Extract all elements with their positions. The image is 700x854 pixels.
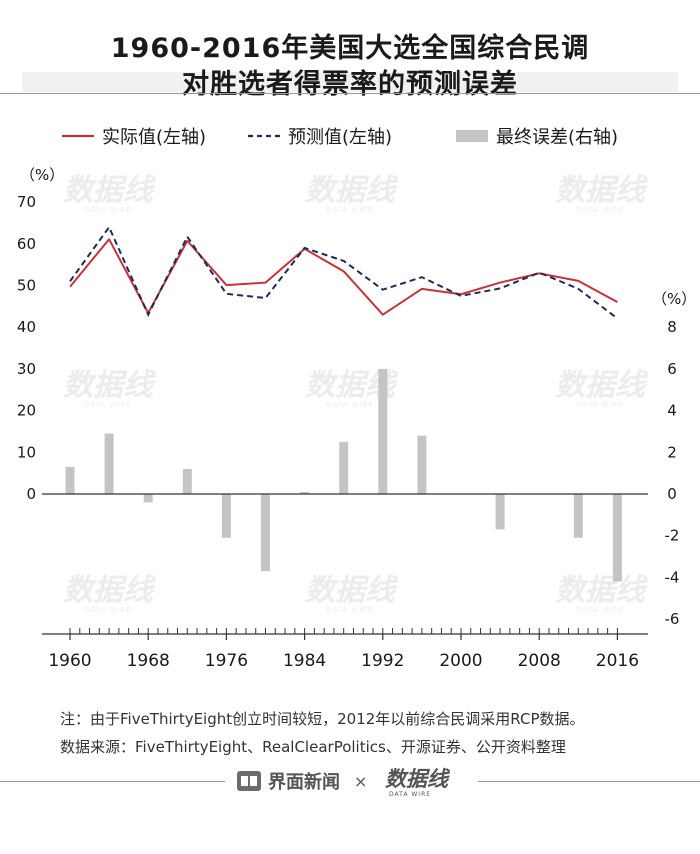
chart-title-line-1: 1960-2016年美国大选全国综合民调: [110, 33, 590, 64]
right-tick-label: -2: [665, 527, 680, 545]
error-bar-1980: [261, 494, 270, 572]
error-bar-1984: [300, 491, 310, 494]
error-bar-1968: [143, 494, 153, 503]
error-bars: [65, 368, 622, 582]
error-bar-1960: [65, 466, 75, 494]
brand-name: 界面新闻: [268, 772, 340, 793]
error-bar-1976: [221, 494, 231, 538]
footer-brand: 界面新闻 × 数据线 DATA WIRE: [236, 766, 463, 798]
right-tick-label: 6: [667, 360, 677, 378]
right-tick-label: 4: [667, 402, 677, 420]
right-tick-label: -6: [665, 610, 680, 628]
svg-text:数据线: 数据线: [385, 766, 451, 791]
legend-label-forecast: 预测值(左轴): [288, 127, 393, 148]
left-tick-label: 60: [17, 235, 36, 253]
error-bar-1988: [339, 441, 349, 494]
data-wire-logo: 数据线 DATA WIRE: [385, 766, 451, 798]
legend-item-forecast: 预测值(左轴): [248, 124, 392, 148]
right-tick-label: 2: [667, 443, 677, 461]
x-tick-label: 2008: [518, 651, 561, 671]
error-bar-1996: [417, 435, 427, 494]
footer-divider-right: [478, 781, 700, 782]
watermark: 数据线: [305, 173, 399, 208]
watermark-sub: DATA WIRE: [326, 206, 374, 214]
watermark-sub: DATA WIRE: [326, 401, 374, 409]
legend-label-error: 最终误差(右轴): [496, 127, 619, 148]
left-tick-label: 10: [17, 443, 36, 461]
right-tick-label: 8: [667, 318, 677, 336]
right-tick-label: 0: [667, 485, 677, 503]
x-tick-label: 1984: [283, 651, 326, 671]
watermark: 数据线: [305, 573, 399, 608]
chart-title-line-2: 对胜选者得票率的预测误差: [182, 69, 518, 100]
watermark-sub: DATA WIRE: [576, 206, 624, 214]
error-bar-1972: [182, 468, 192, 494]
x-tick-label: 1992: [361, 651, 404, 671]
watermark: 数据线: [555, 368, 649, 403]
error-bar-2012: [573, 494, 583, 538]
watermark-sub: DATA WIRE: [84, 606, 132, 614]
actual-line: [69, 238, 618, 316]
tick-labels: （%） 0 10 20 30 40 50 60 70 （%） -6 -4 -2 0 2 4 6 8 1960 1968…: [17, 166, 696, 671]
title-highlight-band: [22, 72, 678, 92]
left-tick-label: 20: [17, 402, 36, 420]
title-divider: [0, 93, 700, 94]
watermark: 数据线: [63, 173, 157, 208]
x-tick-label: 1976: [205, 651, 248, 671]
error-bar-2016: [612, 494, 622, 582]
watermark-sub: DATA WIRE: [576, 606, 624, 614]
legend-label-actual: 实际值(左轴): [102, 127, 207, 148]
newspaper-icon: [237, 771, 261, 791]
error-bar-2004: [495, 494, 505, 530]
legend-swatch-forecast: [248, 134, 280, 138]
legend-swatch-error: [456, 130, 488, 142]
error-bar-1992: [378, 368, 388, 494]
x-tick-label: 2000: [439, 651, 482, 671]
x-tick-label: 1968: [127, 651, 170, 671]
watermark-sub: DATA WIRE: [84, 401, 132, 409]
watermark: 数据线: [555, 573, 649, 608]
watermark: 数据线: [63, 368, 157, 403]
x-tick-label: 1960: [48, 651, 91, 671]
error-bar-1964: [104, 433, 114, 494]
x-tick-label: 2016: [596, 651, 639, 671]
watermark-sub: DATA WIRE: [326, 606, 374, 614]
watermark: 数据线: [555, 173, 649, 208]
svg-text:DATA WIRE: DATA WIRE: [389, 791, 431, 798]
forecast-line: [69, 225, 619, 320]
watermark-sub: DATA WIRE: [576, 401, 624, 409]
legend-item-error: 最终误差(右轴): [456, 124, 618, 148]
left-tick-label: 40: [17, 318, 36, 336]
data-source: 数据来源：FiveThirtyEight、RealClearPolitics、开…: [60, 738, 566, 756]
footnote: 注：由于FiveThirtyEight创立时间较短，2012年以前综合民调采用R…: [60, 710, 585, 728]
left-tick-label: 30: [17, 360, 36, 378]
legend-item-actual: 实际值(左轴): [62, 124, 206, 148]
legend-swatch-actual: [62, 134, 94, 138]
cross-symbol: ×: [354, 771, 368, 791]
left-axis-unit: （%）: [20, 166, 64, 184]
watermark-sub: DATA WIRE: [84, 206, 132, 214]
left-tick-label: 0: [26, 485, 36, 503]
chart-axes: [42, 493, 648, 640]
left-tick-label: 50: [17, 277, 36, 295]
series-lines: [69, 225, 619, 320]
right-axis-unit: （%）: [652, 290, 696, 308]
footer-divider-left: [0, 781, 225, 782]
watermark: 数据线: [63, 573, 157, 608]
left-tick-label: 70: [17, 193, 36, 211]
right-tick-label: -4: [665, 568, 680, 586]
